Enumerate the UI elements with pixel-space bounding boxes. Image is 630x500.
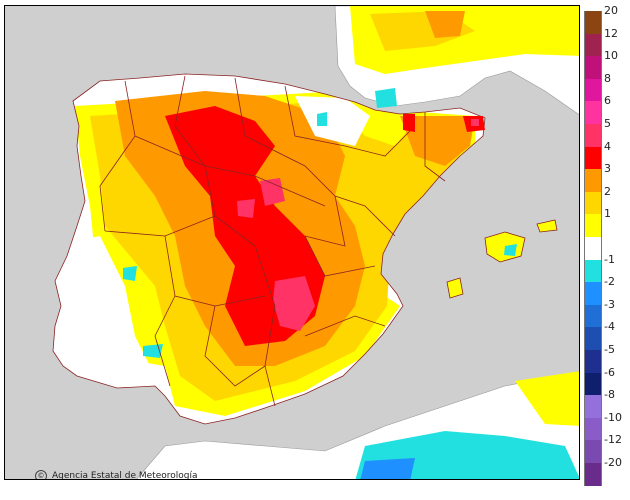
anomaly-zone-cool-south [143,344,163,358]
legend-label: -20 [604,456,622,469]
legend-swatch [584,214,602,238]
cool-spot-mallorca [504,244,517,256]
anomaly-zone-plus3-east [400,116,475,166]
color-legend: 20 12 10 8 6 5 4 3 2 1 -1 -2 -3 -4 -5 -6 -8 -10 -12 -20 [584,5,630,487]
legend-swatch [584,78,602,102]
legend-label: 12 [604,26,618,40]
legend-swatch [584,417,602,441]
anomaly-zone-white-north [295,96,370,146]
legend-swatch [584,33,602,57]
legend-label: -8 [604,388,615,402]
legend-label: -4 [604,320,615,334]
cool-spot-pyrenees [375,88,397,108]
legend-swatch [584,282,602,306]
legend-label: 6 [604,94,611,108]
legend-label: 5 [604,117,611,130]
province-borders [52,73,486,425]
hot-spot-aragon [403,114,415,132]
legend-swatch [584,395,602,419]
legend-label: 10 [604,49,618,63]
legend-label: 8 [604,71,611,85]
anomaly-zone-plus5-centre [237,199,255,218]
legend-label: -3 [604,297,615,311]
legend-label: 2 [604,184,611,198]
legend-swatch [584,146,602,170]
credit-text: Agencia Estatal de Meteorología [52,471,198,480]
legend-label: -2 [604,275,615,289]
menorca-island [536,219,558,233]
africa-warm-zone [515,371,579,426]
legend-label: 20 [604,4,618,17]
hot-spot-catalonia-core [471,119,479,126]
legend-swatch [584,463,602,487]
legend-label: -6 [604,365,615,379]
legend-swatch [584,191,602,215]
legend-label: 1 [604,207,611,221]
legend-swatch [584,56,602,80]
legend-label: 4 [604,139,611,153]
cool-spot-north [317,112,327,126]
legend-swatch [584,372,602,396]
copyright-icon: © [35,470,47,479]
france-orange-patch [425,11,465,38]
legend-label: -5 [604,343,615,356]
anomaly-zone-cool-west [123,266,137,281]
map-credit: © Agencia Estatal de Meteorología [35,470,198,480]
legend-label: -12 [604,433,622,447]
legend-swatch [584,440,602,464]
legend-label: -10 [604,410,622,424]
legend-label: -1 [604,252,615,266]
legend-swatch [584,169,602,193]
legend-swatch [584,11,602,35]
legend-swatch [584,101,602,125]
anomaly-zone-plus5-south [273,276,315,331]
legend-swatch [584,259,602,283]
anomaly-zone-white-west [53,236,155,391]
anomaly-map: © Agencia Estatal de Meteorología [4,5,580,480]
legend-swatch [584,327,602,351]
map-canvas [52,6,579,479]
legend-swatch [584,237,602,261]
legend-swatch [584,304,602,328]
legend-label: 3 [604,162,611,176]
legend-swatch [584,350,602,374]
legend-swatch [584,124,602,148]
africa-cold-zone [360,458,415,479]
ibiza-island [446,277,464,299]
anomaly-zone-plus5-north [260,178,285,206]
